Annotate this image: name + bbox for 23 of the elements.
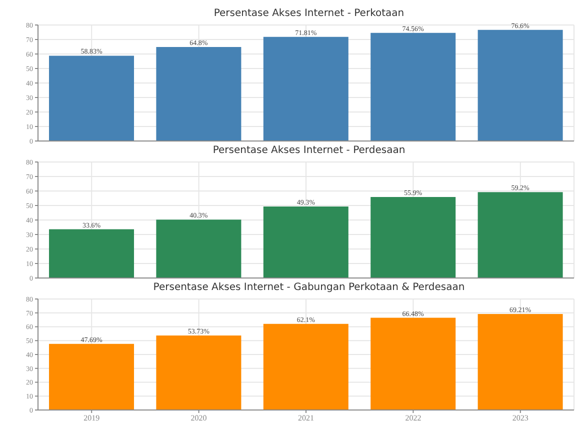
bar <box>49 229 134 278</box>
x-tick-label: 2020 <box>190 414 207 423</box>
bar <box>370 196 456 278</box>
bar <box>156 47 242 141</box>
x-tick-label: 2019 <box>84 414 100 423</box>
bar <box>263 36 348 141</box>
x-tick-label: 2022 <box>405 414 422 423</box>
bar <box>156 335 242 410</box>
x-tick-label: 2021 <box>298 414 314 423</box>
x-tick-label: 2023 <box>512 414 528 423</box>
bar <box>478 192 563 278</box>
bar <box>263 206 348 278</box>
bar <box>156 220 242 278</box>
chart-title: Persentase Akses Internet - Perdesaan <box>212 145 406 158</box>
bar <box>263 324 348 410</box>
bar <box>49 56 134 141</box>
bar <box>370 32 456 141</box>
bar <box>49 344 134 410</box>
bar <box>370 318 456 410</box>
bar <box>478 30 563 141</box>
chart-title: Persentase Akses Internet - Perkotaan <box>212 8 406 21</box>
chart-title: Persentase Akses Internet - Gabungan Perkotaan & Perdesaan <box>152 282 466 295</box>
bar <box>478 314 563 410</box>
